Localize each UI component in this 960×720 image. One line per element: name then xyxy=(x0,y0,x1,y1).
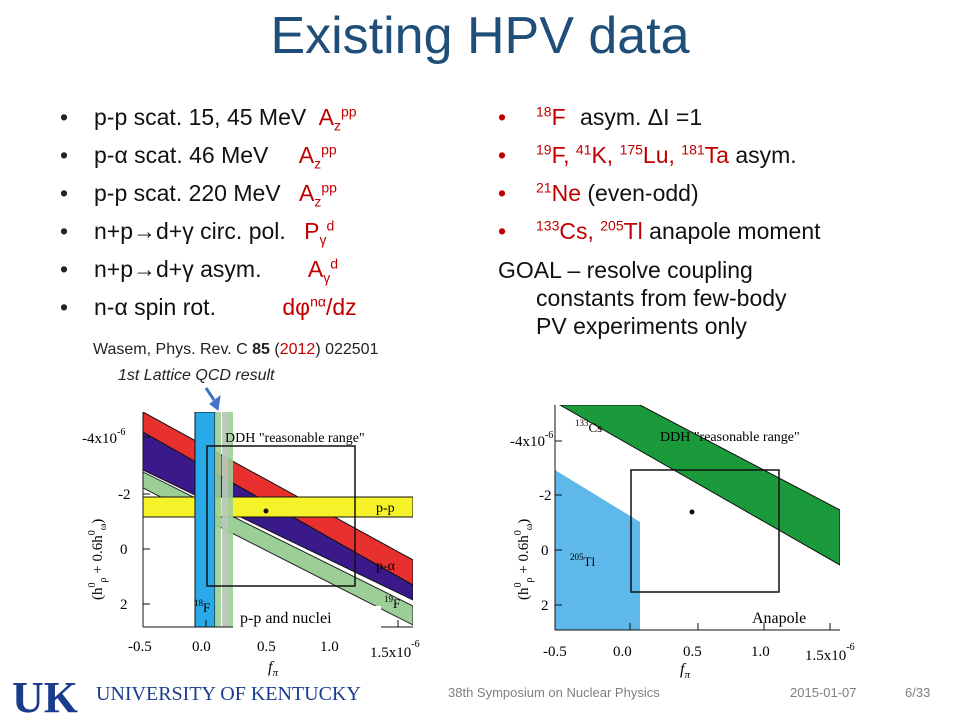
right-ytick-1: -2 xyxy=(539,488,552,504)
band-blue-205tl-edge xyxy=(555,470,840,660)
bullet-19f-41k: 19F, 41K, 175Lu, 181Ta asym. xyxy=(498,138,821,176)
goal-text: GOAL – resolve coupling constants from f… xyxy=(498,257,787,339)
bullet-np-circ-pol: n+p→d+γ circ. pol. Pγd xyxy=(60,214,357,252)
band-blue-205tl xyxy=(555,469,617,630)
right-caption: Anapole xyxy=(752,610,806,627)
left-ytick-3: 2 xyxy=(120,597,128,613)
right-ytick-3: 2 xyxy=(541,598,549,614)
footer-conference: 38th Symposium on Nuclear Physics xyxy=(448,685,660,700)
left-ddh-center-dot xyxy=(263,508,269,514)
lattice-arrow xyxy=(204,387,221,411)
right-bullet-list: 18F asym. ΔI =1 19F, 41K, 175Lu, 181Ta a… xyxy=(498,100,821,252)
right-plot xyxy=(555,405,840,660)
left-caption-bg xyxy=(233,606,381,628)
bullet-pp-15-45: p-p scat. 15, 45 MeV Azpp xyxy=(60,100,357,138)
bullet-palpha-46: p-α scat. 46 MeV Azpp xyxy=(60,138,357,176)
slide-title: Existing HPV data xyxy=(270,7,690,65)
right-205tl-label: 205Tl xyxy=(570,552,595,569)
right-ytick-0: -4x10-6 xyxy=(510,430,553,450)
right-xtick-0: -0.5 xyxy=(543,644,567,660)
right-133cs-label: 133Cs xyxy=(575,418,602,435)
band-yellow-pp xyxy=(143,496,413,518)
band-blue-205tl-main xyxy=(555,470,630,630)
bullet-nalpha-spin-rot: n-α spin rot. dφnα/dz xyxy=(60,290,357,328)
left-ylabel: (h0ρ + 0.6h0ω) xyxy=(87,519,109,600)
left-palpha-label: p-α xyxy=(376,559,396,574)
left-box-label: DDH "reasonable range" xyxy=(225,431,365,446)
left-18f-label: 18F xyxy=(194,598,210,615)
right-blue-correction xyxy=(556,470,557,471)
bullet-133cs: 133Cs, 205Tl anapole moment xyxy=(498,214,821,252)
band-purple xyxy=(143,431,413,601)
right-ticks xyxy=(555,440,831,630)
left-19f-label: 19F xyxy=(384,594,400,611)
right-ylabel: (h0ρ + 0.6h0ω) xyxy=(513,519,535,600)
left-caption: p-p and nuclei xyxy=(240,610,332,627)
university-name: UNIVERSITY OF KENTUCKY xyxy=(96,683,361,705)
right-ytick-2: 0 xyxy=(541,543,549,559)
right-ddh-box xyxy=(630,469,780,593)
right-box-label: DDH "reasonable range" xyxy=(660,430,800,445)
bullet-np-asym: n+p→d+γ asym. Aγd xyxy=(60,252,357,290)
left-ytick-1: -2 xyxy=(118,487,131,503)
left-xtick-2: 0.5 xyxy=(257,639,276,655)
citation: Wasem, Phys. Rev. C 85 (2012) 022501 xyxy=(93,341,379,358)
footer-date: 2015-01-07 xyxy=(790,685,857,700)
svg-text:UK: UK xyxy=(12,673,78,720)
left-plot xyxy=(143,412,413,627)
left-ytick-2: 0 xyxy=(120,542,128,558)
left-xtick-3: 1.0 xyxy=(320,639,339,655)
left-ddh-box xyxy=(206,445,356,587)
bullet-pp-220: p-p scat. 220 MeV Azpp xyxy=(60,176,357,214)
left-xlabel: fπ xyxy=(268,659,278,679)
uk-logo: UK xyxy=(12,672,78,720)
bullet-21ne: 21Ne (even-odd) xyxy=(498,176,821,214)
band-green-19f xyxy=(143,471,413,626)
right-xtick-3: 1.0 xyxy=(751,644,770,660)
left-ticks xyxy=(142,436,399,627)
right-ddh-center-dot xyxy=(689,509,695,515)
footer-page: 6/33 xyxy=(905,685,931,700)
left-bullet-list: p-p scat. 15, 45 MeV Azpp p-α scat. 46 M… xyxy=(60,100,357,328)
band-blue-18f xyxy=(194,412,216,627)
left-xtick-4: 1.5x10-6 xyxy=(370,639,420,661)
bullet-18f: 18F asym. ΔI =1 xyxy=(498,100,821,138)
band-blue-205tl-fill xyxy=(555,470,640,630)
left-pp-label: p-p xyxy=(376,501,395,516)
band-green-lattice xyxy=(215,412,221,627)
right-xtick-4: 1.5x10-6 xyxy=(805,642,855,664)
left-xtick-1: 0.0 xyxy=(192,639,211,655)
right-xlabel: fπ xyxy=(680,661,690,681)
lattice-note: 1st Lattice QCD result xyxy=(118,367,275,384)
right-xtick-2: 0.5 xyxy=(683,644,702,660)
left-ytick-0: -4x10-6 xyxy=(82,427,125,447)
band-red-palpha xyxy=(143,412,413,586)
right-xtick-1: 0.0 xyxy=(613,644,632,660)
band-grey-lattice xyxy=(222,412,228,627)
band-green-lattice-2 xyxy=(228,412,233,627)
left-xtick-0: -0.5 xyxy=(128,639,152,655)
band-green-133cs xyxy=(558,405,840,566)
